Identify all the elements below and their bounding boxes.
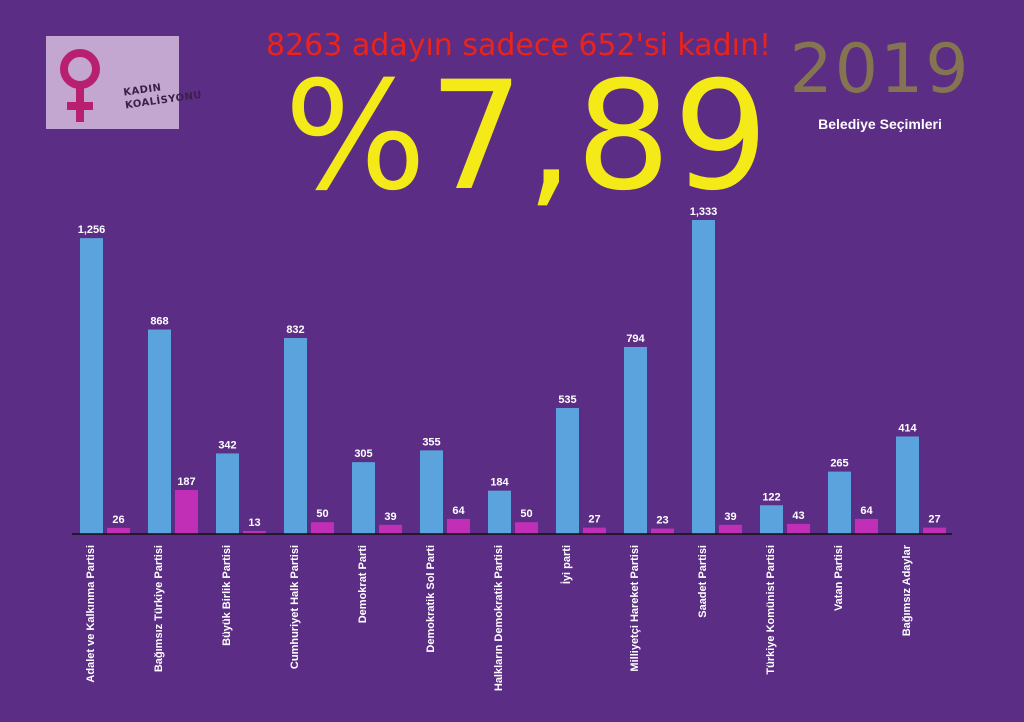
category-label-8: Milliyetçi Hareket Partisi [629, 545, 641, 672]
category-label-4: Demokrat Parti [357, 545, 369, 623]
bar-series1-9 [692, 220, 715, 534]
value-label-series2-2: 13 [248, 517, 260, 529]
value-label-series2-9: 39 [724, 511, 736, 523]
category-label-0: Adalet ve Kalkınma Partisi [85, 545, 97, 683]
value-label-series1-9: 1,333 [690, 206, 718, 218]
value-label-series1-4: 305 [354, 448, 372, 460]
bar-series2-2 [243, 530, 266, 534]
value-label-series2-1: 187 [177, 476, 195, 488]
bar-series2-11 [855, 518, 878, 534]
bar-series2-0 [107, 527, 130, 534]
category-label-11: Vatan Partisi [833, 545, 845, 611]
bar-series2-8 [651, 528, 674, 534]
bar-series1-0 [80, 238, 103, 534]
value-label-series1-12: 414 [898, 422, 917, 434]
bar-series2-4 [379, 524, 402, 534]
bar-series1-12 [896, 436, 919, 534]
bars-group [80, 220, 946, 534]
bar-series2-6 [515, 522, 538, 534]
value-label-series1-8: 794 [626, 333, 645, 345]
category-label-10: Türkiye Komünist Partisi [765, 545, 777, 675]
bar-series2-9 [719, 524, 742, 534]
value-label-series2-11: 64 [860, 505, 873, 517]
bar-series1-11 [828, 471, 851, 534]
bar-series1-6 [488, 490, 511, 534]
labels-group: 1,256 26 Adalet ve Kalkınma Partisi 868 187 B… [78, 206, 941, 691]
headline: 8263 adayın sadece 652'si kadın! [266, 28, 771, 63]
category-label-7: İyi parti [560, 545, 573, 584]
category-label-2: Büyük Birlik Partisi [221, 545, 233, 646]
category-label-3: Cumhuriyet Halk Partisi [289, 545, 301, 669]
category-label-9: Saadet Partisi [697, 545, 709, 618]
bar-series2-3 [311, 522, 334, 534]
year-label: 2019 [789, 30, 971, 109]
subtitle: Belediye Seçimleri [818, 116, 942, 132]
bar-series2-1 [175, 489, 198, 534]
value-label-series1-11: 265 [830, 458, 848, 470]
bar-series1-5 [420, 450, 443, 534]
value-label-series1-0: 1,256 [78, 224, 106, 236]
bar-series1-8 [624, 346, 647, 534]
category-label-1: Bağımsız Türkiye Partisi [153, 545, 165, 672]
value-label-series1-1: 868 [150, 316, 168, 328]
value-label-series1-6: 184 [490, 477, 509, 489]
bar-series1-4 [352, 462, 375, 534]
value-label-series1-3: 832 [286, 324, 304, 336]
bar-series2-10 [787, 523, 810, 534]
value-label-series2-0: 26 [112, 514, 124, 526]
bar-series1-10 [760, 505, 783, 534]
value-label-series1-10: 122 [762, 491, 780, 503]
bar-series1-2 [216, 453, 239, 534]
value-label-series1-7: 535 [558, 394, 576, 406]
big-percentage: %7,89 [284, 50, 771, 224]
category-label-6: Halkların Demokratik Partisi [493, 545, 505, 691]
bar-series2-7 [583, 527, 606, 534]
category-label-5: Demokratik Sol Parti [425, 545, 437, 653]
bar-series1-1 [148, 329, 171, 534]
venus-symbol-icon [60, 49, 100, 122]
bar-series2-12 [923, 527, 946, 534]
kadin-koalisyonu-logo: KADIN KOALİSYONU [46, 36, 203, 129]
bar-series1-3 [284, 338, 307, 534]
value-label-series2-4: 39 [384, 511, 396, 523]
value-label-series2-12: 27 [928, 514, 940, 526]
value-label-series2-5: 64 [452, 505, 465, 517]
bar-series2-5 [447, 518, 470, 534]
value-label-series2-8: 23 [656, 515, 668, 527]
value-label-series2-3: 50 [316, 508, 328, 520]
value-label-series2-10: 43 [792, 510, 804, 522]
bar-series1-7 [556, 407, 579, 534]
value-label-series2-6: 50 [520, 508, 532, 520]
value-label-series2-7: 27 [588, 514, 600, 526]
value-label-series1-5: 355 [422, 436, 440, 448]
category-label-12: Bağımsız Adaylar [901, 544, 913, 636]
value-label-series1-2: 342 [218, 439, 236, 451]
